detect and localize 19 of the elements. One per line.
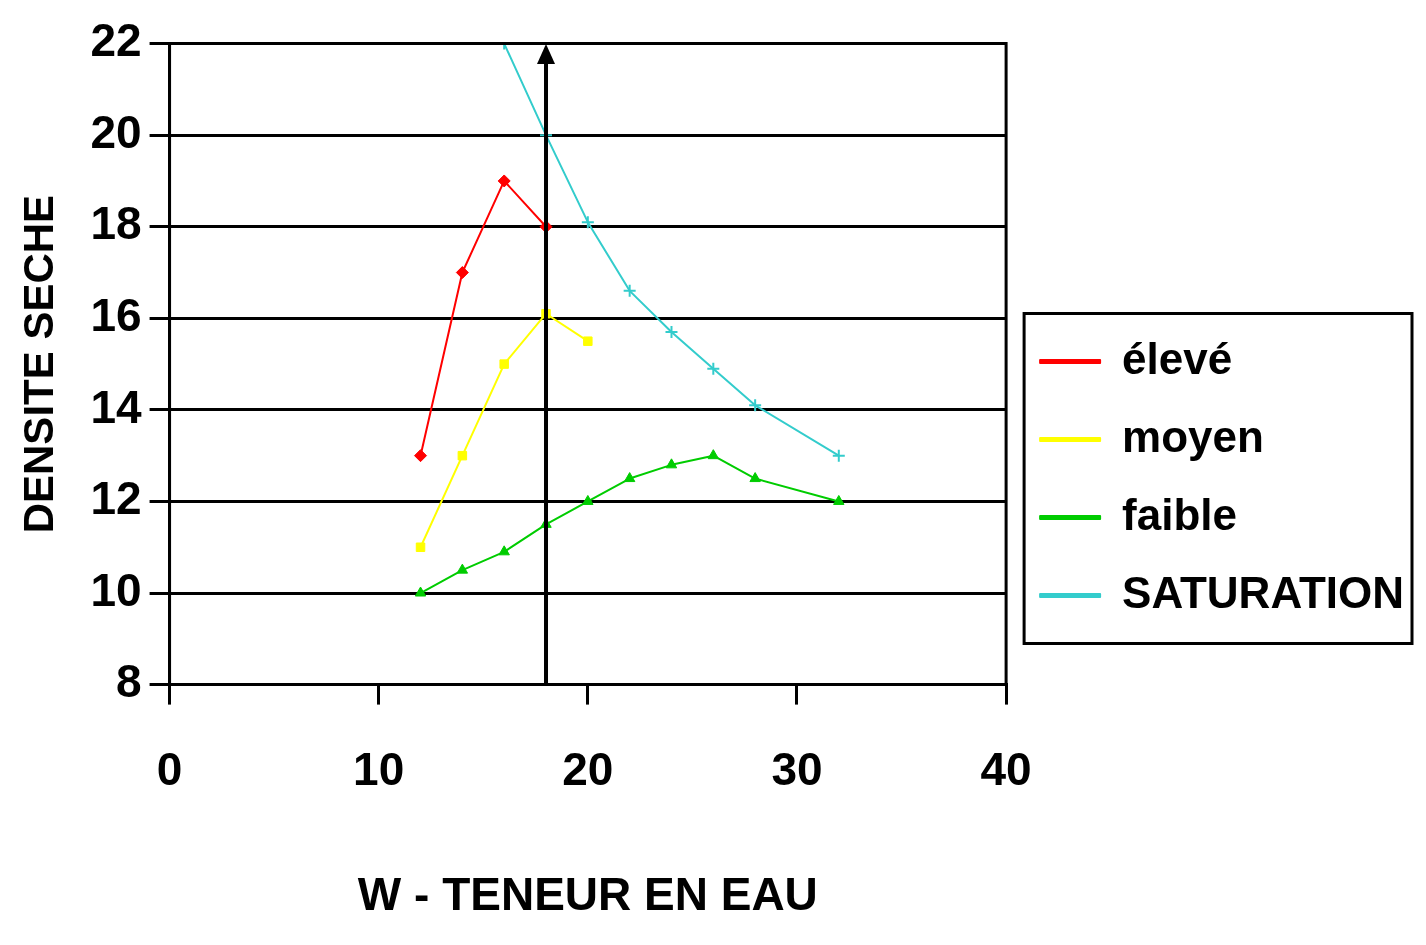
- y-tick-label: 20: [90, 105, 142, 158]
- x-tick-label: 0: [156, 742, 183, 795]
- y-tick-label: 22: [90, 14, 142, 67]
- y-tick-label: 14: [90, 380, 142, 433]
- y-tick-label: 12: [90, 472, 142, 525]
- y-tick-label: 10: [90, 563, 142, 616]
- y-tick-label: 8: [115, 655, 142, 708]
- legend-label: élevé: [1122, 333, 1233, 383]
- legend-label: moyen: [1122, 411, 1264, 461]
- y-tick-label: 16: [90, 289, 142, 341]
- x-tick-label: 40: [980, 742, 1032, 795]
- x-tick-label: 10: [353, 742, 405, 795]
- y-axis-title: DENSITE SECHE: [14, 194, 62, 534]
- x-tick-label: 20: [562, 742, 614, 795]
- legend-label: faible: [1122, 489, 1238, 539]
- legend-label: SATURATION: [1122, 567, 1405, 617]
- x-axis-title: W - TENEUR EN EAU: [357, 868, 818, 921]
- y-tick-label: 18: [90, 197, 142, 250]
- x-tick-label: 30: [771, 742, 823, 795]
